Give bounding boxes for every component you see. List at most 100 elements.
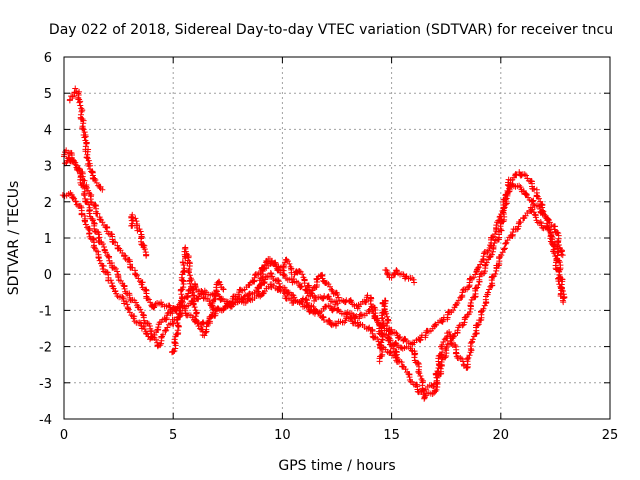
data-point-marker: [71, 89, 78, 96]
data-point-marker: [420, 381, 438, 394]
data-point-marker: [527, 204, 543, 226]
data-point-marker: [335, 294, 342, 301]
data-point-marker: [193, 317, 206, 339]
y-tick-label: -3: [39, 377, 52, 392]
data-point-marker: [484, 264, 500, 298]
data-point-marker: [96, 214, 111, 231]
ticks-layer: 0 5 10 15 20 25 -4 -3 -2 -1 0 1 2 3 4 5 6: [39, 51, 618, 443]
data-point-marker: [474, 242, 494, 272]
data-point-marker: [280, 271, 297, 283]
data-point-marker: [466, 266, 481, 290]
data-point-marker: [68, 92, 78, 100]
data-point-marker: [537, 219, 552, 232]
data-point-marker: [138, 281, 155, 310]
data-point-marker: [302, 286, 319, 301]
series-track-c: [59, 189, 568, 394]
y-tick-label: 6: [44, 51, 52, 66]
data-point-marker: [493, 245, 508, 269]
data-point-marker: [154, 331, 167, 349]
data-point-marker: [376, 336, 386, 365]
y-tick-label: 4: [44, 123, 52, 138]
data-point-marker: [382, 266, 391, 276]
data-point-marker: [66, 156, 81, 174]
data-point-marker: [463, 340, 475, 371]
data-point-marker: [140, 323, 154, 343]
data-point-marker: [405, 275, 417, 283]
data-point-marker: [304, 282, 315, 296]
data-point-marker: [311, 307, 328, 324]
x-tick-label: 5: [169, 428, 177, 443]
data-point-marker: [317, 271, 328, 285]
data-point-marker: [399, 363, 416, 385]
x-tick-label: 0: [60, 428, 68, 443]
data-point-marker: [133, 222, 141, 234]
data-point-marker: [393, 267, 402, 277]
data-point-marker: [502, 229, 516, 247]
data-point-marker: [345, 314, 361, 327]
series-excursion-3h: [128, 211, 150, 259]
y-tick-label: 3: [44, 160, 52, 175]
data-point-marker: [386, 341, 397, 352]
data-point-marker: [382, 308, 392, 332]
data-point-marker: [560, 299, 567, 306]
data-point-marker: [509, 180, 525, 195]
data-point-marker: [367, 294, 383, 335]
chart-title: Day 022 of 2018, Sidereal Day-to-day VTE…: [49, 22, 613, 38]
data-point-marker: [516, 169, 528, 179]
data-point-marker: [438, 330, 451, 350]
grid-layer: [64, 57, 610, 419]
data-point-marker: [464, 278, 483, 318]
data-point-marker: [159, 309, 176, 323]
data-point-marker: [89, 217, 103, 241]
data-point-marker: [59, 189, 74, 200]
x-tick-label: 25: [602, 428, 619, 443]
data-point-marker: [551, 223, 565, 258]
data-point-marker: [72, 85, 82, 97]
y-tick-label: -4: [39, 413, 52, 428]
y-tick-label: -1: [39, 304, 52, 319]
data-point-marker: [554, 248, 568, 304]
data-point-marker: [476, 293, 490, 324]
data-point-marker: [273, 263, 286, 274]
series-excursion-early: [66, 85, 106, 193]
data-point-marker: [559, 252, 566, 259]
data-point-marker: [236, 292, 251, 303]
data-point-marker: [282, 256, 295, 276]
data-point-marker: [332, 297, 350, 308]
data-point-marker: [295, 268, 308, 287]
data-point-marker: [322, 279, 336, 294]
data-point-marker: [81, 213, 93, 237]
data-point-marker: [162, 320, 177, 334]
data-point-marker: [82, 195, 96, 222]
data-point-marker: [143, 251, 150, 258]
data-point-marker: [220, 286, 227, 293]
data-point-marker: [66, 96, 73, 104]
series-excursion-14h-drop: [376, 297, 401, 365]
data-point-marker: [147, 318, 165, 341]
data-point-marker: [394, 356, 401, 363]
data-point-marker: [158, 299, 175, 315]
series-excursion-6h: [169, 244, 227, 356]
data-point-marker: [177, 259, 188, 294]
data-point-marker: [323, 302, 338, 314]
data-point-marker: [121, 253, 136, 271]
x-axis-label: GPS time / hours: [278, 458, 395, 474]
x-tick-label: 20: [493, 428, 510, 443]
data-point-marker: [385, 326, 394, 344]
x-tick-label: 15: [383, 428, 400, 443]
data-point-marker: [289, 278, 305, 291]
data-point-marker: [522, 172, 538, 193]
data-point-marker: [520, 187, 537, 204]
data-point-marker: [510, 218, 524, 233]
data-point-marker: [308, 273, 322, 297]
data-point-marker: [533, 186, 546, 216]
data-point-marker: [280, 288, 297, 306]
data-point-marker: [186, 277, 197, 299]
data-point-marker: [354, 292, 371, 312]
data-point-marker: [381, 297, 389, 313]
data-point-marker: [129, 211, 137, 224]
y-tick-label: 5: [44, 87, 52, 102]
data-point-marker: [86, 230, 100, 254]
